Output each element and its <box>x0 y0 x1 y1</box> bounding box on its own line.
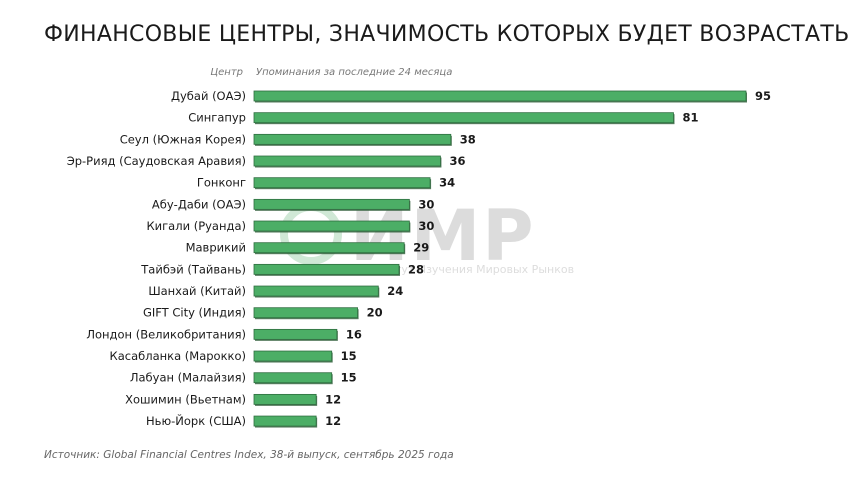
value-label: 38 <box>460 132 476 146</box>
value-label: 12 <box>325 392 341 406</box>
category-label: Касабланка (Марокко) <box>110 349 246 363</box>
category-label: Сеул (Южная Корея) <box>120 132 246 146</box>
bar <box>253 285 379 297</box>
bar <box>253 415 317 427</box>
source-note: Источник: Global Financial Centres Index… <box>44 449 454 461</box>
value-label: 30 <box>418 197 434 211</box>
value-label: 28 <box>408 262 424 276</box>
value-label: 15 <box>341 371 357 385</box>
bar <box>253 393 317 405</box>
category-label: Сингапур <box>188 111 246 125</box>
bar <box>253 155 441 167</box>
category-label: Лабуан (Малайзия) <box>130 371 246 385</box>
value-label: 95 <box>755 89 771 103</box>
bar <box>253 177 431 189</box>
category-label: Лондон (Великобритания) <box>86 327 246 341</box>
bar <box>253 112 674 124</box>
bar <box>253 328 338 340</box>
category-label: Маврикий <box>186 241 246 255</box>
value-label: 30 <box>418 219 434 233</box>
value-label: 12 <box>325 414 341 428</box>
bar <box>253 242 405 254</box>
value-label: 24 <box>387 284 403 298</box>
category-label: Хошимин (Вьетнам) <box>125 392 246 406</box>
bar <box>253 372 333 384</box>
category-label: Абу-Даби (ОАЭ) <box>152 197 246 211</box>
category-label: GIFT City (Индия) <box>143 306 246 320</box>
value-label: 20 <box>367 306 383 320</box>
bar <box>253 133 452 145</box>
category-label: Тайбэй (Тайвань) <box>140 262 246 276</box>
category-label: Дубай (ОАЭ) <box>171 89 246 103</box>
value-label: 81 <box>682 111 698 125</box>
category-label: Нью-Йорк (США) <box>146 413 246 428</box>
category-label: Эр-Рияд (Саудовская Аравия) <box>67 154 246 168</box>
value-label: 15 <box>341 349 357 363</box>
category-label: Шанхай (Китай) <box>148 284 246 298</box>
category-label: Гонконг <box>197 176 246 190</box>
bar <box>253 263 400 275</box>
category-header: Центр <box>210 67 243 78</box>
value-label: 36 <box>449 154 465 168</box>
bar <box>253 198 410 210</box>
value-header: Упоминания за последние 24 месяца <box>256 67 453 78</box>
category-label: Кигали (Руанда) <box>147 219 247 233</box>
bar <box>253 350 333 362</box>
chart-title: Финансовые центры, значимость которых бу… <box>44 22 850 47</box>
bar <box>253 220 410 232</box>
bar <box>253 90 747 102</box>
bar <box>253 307 358 319</box>
value-label: 29 <box>413 241 429 255</box>
value-label: 16 <box>346 327 362 341</box>
value-label: 34 <box>439 176 455 190</box>
